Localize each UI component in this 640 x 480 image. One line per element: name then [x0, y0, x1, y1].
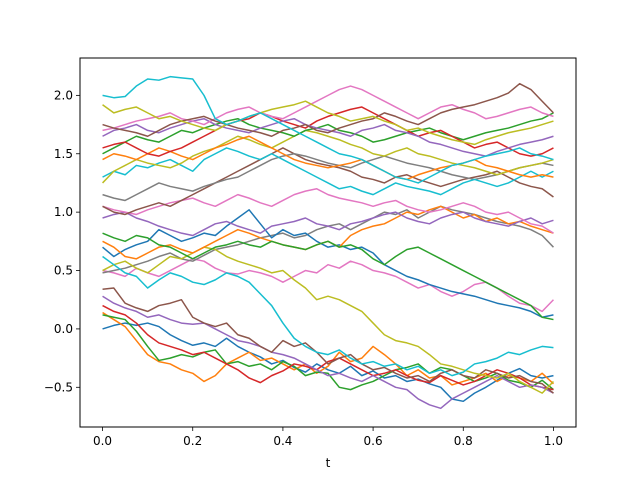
- series-line-7: [102, 258, 554, 313]
- x-tick-label: 0.4: [273, 434, 292, 448]
- y-tick-label: 0.0: [54, 322, 73, 336]
- series-line-14: [102, 211, 554, 237]
- series-line-13: [102, 232, 554, 321]
- y-tick-label: 1.5: [54, 147, 73, 161]
- series-line-10: [102, 255, 554, 377]
- series-line-19: [102, 129, 554, 184]
- series-line-5: [102, 295, 554, 410]
- x-tick-label: 1.0: [544, 434, 563, 448]
- series-line-18: [102, 147, 554, 196]
- x-axis-label: t: [326, 456, 331, 470]
- series-line-24: [102, 85, 554, 132]
- series-line-16: [102, 147, 554, 216]
- y-tick-label: −0.5: [44, 380, 73, 394]
- series-layer: [102, 75, 554, 410]
- x-tick-label: 0.2: [183, 434, 202, 448]
- series-line-15: [102, 188, 554, 234]
- x-tick-label: 0.6: [364, 434, 383, 448]
- series-line-20: [102, 135, 554, 181]
- series-line-2: [102, 311, 554, 386]
- series-line-6: [102, 287, 554, 394]
- series-line-22: [102, 106, 554, 157]
- series-line-21: [102, 112, 554, 155]
- x-tick-label: 0.8: [454, 434, 473, 448]
- series-line-4: [102, 304, 554, 391]
- plot-area: [102, 75, 554, 410]
- x-axis-ticks: 0.0 0.2 0.4 0.6 0.8 1.0: [93, 427, 563, 448]
- series-line-23: [102, 117, 554, 157]
- series-line-27: [102, 75, 554, 184]
- y-tick-label: 0.5: [54, 264, 73, 278]
- y-tick-label: 1.0: [54, 205, 73, 219]
- series-line-26: [102, 100, 554, 146]
- series-line-25: [102, 82, 554, 137]
- series-line-9: [102, 246, 554, 394]
- x-tick-label: 0.0: [93, 434, 112, 448]
- y-tick-label: 2.0: [54, 88, 73, 102]
- y-axis-ticks: −0.5 0.0 0.5 1.0 1.5 2.0: [44, 88, 80, 394]
- series-line-11: [102, 209, 554, 318]
- axes-frame: [79, 57, 577, 428]
- series-line-1: [102, 322, 554, 403]
- series-line-17: [102, 153, 554, 202]
